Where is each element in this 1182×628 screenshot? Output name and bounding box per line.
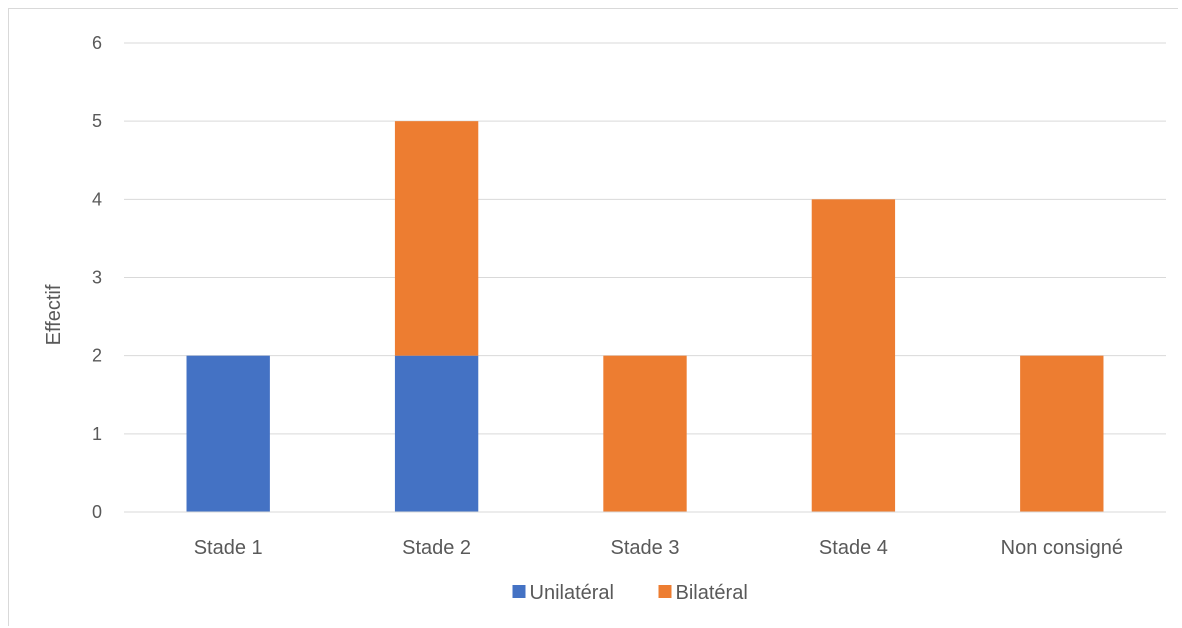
- y-tick-label: 3: [92, 268, 102, 288]
- bar-segment: [603, 355, 687, 512]
- bar-segment: [1020, 355, 1104, 512]
- bar-segment: [186, 355, 270, 512]
- y-tick-label: 6: [92, 33, 102, 53]
- bar-segment: [394, 121, 479, 356]
- y-tick-label: 1: [92, 424, 102, 444]
- y-axis-label: Effectif: [43, 284, 65, 345]
- x-axis-tick-labels: Stade 1 Stade 2 Stade 3 Stade 4 Non consigné: [194, 537, 1123, 559]
- x-tick-label: Stade 1: [194, 537, 263, 559]
- x-tick-label: Stade 3: [611, 537, 680, 559]
- legend-swatch: [512, 585, 526, 598]
- x-tick-label: Stade 2: [402, 537, 471, 559]
- y-axis-tick-labels: 0 1 2 3 4 5 6: [92, 33, 102, 522]
- legend-swatch: [658, 585, 672, 598]
- y-tick-label: 5: [92, 111, 102, 131]
- bars: [186, 121, 1104, 513]
- bar-segment: [811, 199, 896, 513]
- legend-label: Bilatéral: [676, 582, 748, 604]
- chart-frame: [8, 8, 1178, 626]
- legend-label: Unilatéral: [530, 582, 614, 604]
- legend: Unilatéral Bilatéral: [512, 582, 748, 604]
- y-tick-label: 0: [92, 502, 102, 522]
- y-tick-label: 4: [92, 189, 102, 209]
- y-tick-label: 2: [92, 346, 102, 366]
- bar-segment: [394, 355, 479, 512]
- x-tick-label: Stade 4: [819, 537, 888, 559]
- x-tick-label: Non consigné: [1001, 537, 1123, 559]
